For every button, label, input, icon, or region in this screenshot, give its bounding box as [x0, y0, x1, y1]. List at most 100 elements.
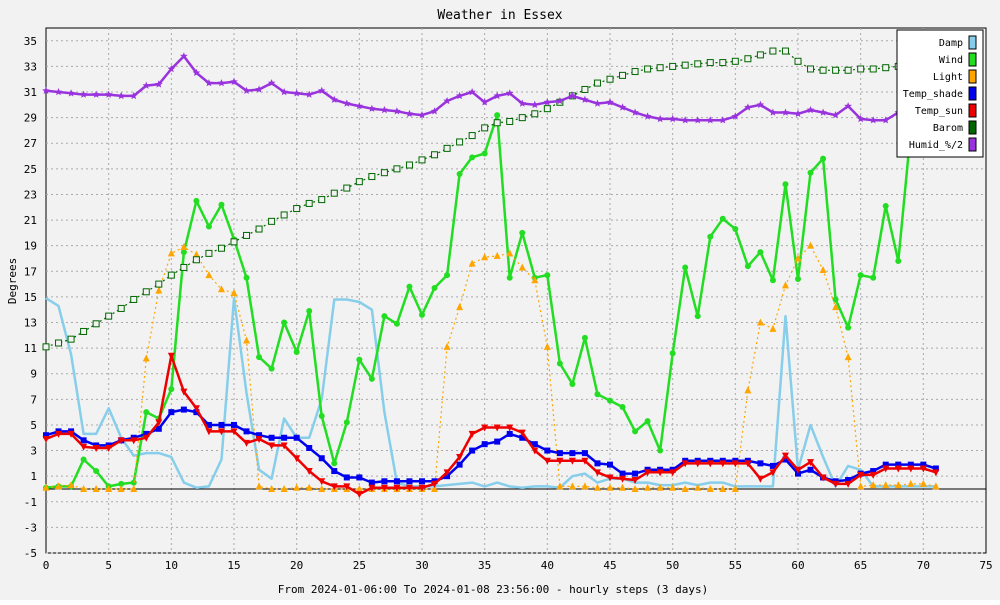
data-point: [217, 428, 225, 436]
data-point: [506, 249, 514, 257]
data-point: [857, 65, 865, 73]
y-tick-label: 29: [24, 112, 37, 125]
data-point: [456, 461, 463, 468]
data-point: [769, 462, 776, 469]
data-point: [456, 453, 464, 461]
data-point: [243, 274, 250, 281]
y-tick-label: 27: [24, 137, 37, 150]
data-point: [368, 104, 376, 112]
legend-label: Humid_%/2: [909, 140, 963, 151]
data-point: [494, 438, 501, 445]
data-point: [393, 484, 401, 492]
data-point: [142, 434, 150, 442]
data-point: [518, 429, 526, 437]
data-point: [518, 99, 527, 107]
data-point: [180, 263, 188, 271]
data-point: [706, 116, 715, 124]
data-point: [493, 119, 501, 127]
data-point: [167, 65, 176, 73]
data-point: [769, 469, 777, 477]
data-point: [180, 242, 188, 250]
data-point: [481, 424, 489, 432]
data-point: [644, 483, 652, 491]
data-point: [619, 483, 627, 491]
data-point: [192, 68, 201, 77]
data-point: [455, 91, 464, 100]
data-point: [782, 181, 789, 188]
data-point: [268, 484, 276, 492]
data-point: [205, 271, 213, 279]
data-point: [795, 275, 801, 282]
data-point: [656, 469, 664, 477]
y-tick-label: 35: [24, 35, 37, 48]
data-point: [669, 469, 677, 477]
data-point: [430, 107, 439, 115]
data-point: [506, 424, 514, 432]
data-point: [92, 484, 100, 492]
data-point: [318, 484, 326, 492]
data-point: [631, 108, 639, 116]
data-point: [657, 447, 664, 454]
y-tick-label: 1: [30, 470, 37, 483]
data-point: [769, 47, 777, 55]
data-point: [55, 430, 63, 438]
data-point: [744, 263, 751, 270]
data-point: [393, 320, 400, 327]
data-point: [217, 285, 225, 293]
x-tick-label: 0: [43, 559, 50, 572]
data-point: [218, 201, 225, 208]
data-point: [819, 108, 827, 116]
data-point: [418, 111, 426, 119]
data-point: [656, 114, 664, 123]
data-point: [769, 108, 777, 116]
data-point: [280, 88, 288, 96]
data-point: [694, 313, 701, 320]
data-point: [581, 95, 589, 103]
data-point: [569, 450, 576, 457]
data-point: [380, 484, 388, 492]
y-tick-label: 21: [24, 214, 37, 227]
x-tick-label: 50: [666, 559, 679, 572]
data-point: [406, 478, 413, 485]
data-point: [155, 419, 163, 427]
data-point: [104, 90, 113, 98]
data-point: [481, 441, 488, 448]
y-tick-label: 19: [24, 240, 37, 253]
data-point: [807, 459, 815, 467]
data-point: [882, 64, 890, 72]
series-wind: [43, 101, 939, 491]
data-point: [556, 360, 563, 367]
data-point: [356, 474, 363, 481]
data-point: [80, 484, 88, 492]
data-point: [531, 100, 539, 109]
data-point: [505, 89, 514, 97]
legend-label: Temp_shade: [903, 89, 963, 100]
data-point: [607, 461, 613, 468]
data-point: [80, 327, 88, 335]
data-point: [105, 445, 113, 452]
data-point: [317, 86, 326, 94]
data-point: [719, 484, 727, 492]
data-point: [80, 437, 87, 444]
data-point: [844, 66, 852, 74]
data-point: [418, 156, 426, 164]
data-point: [757, 249, 764, 256]
data-point: [55, 482, 63, 490]
data-point: [544, 447, 551, 454]
data-point: [42, 343, 50, 351]
data-point: [318, 455, 325, 462]
data-point: [781, 108, 790, 116]
data-point: [794, 57, 802, 65]
data-point: [444, 272, 451, 279]
series-lines: [42, 47, 940, 499]
data-point: [568, 457, 576, 465]
legend-label: Light: [933, 72, 963, 83]
data-point: [80, 456, 87, 463]
data-point: [42, 86, 50, 94]
data-point: [343, 474, 350, 481]
data-point: [469, 154, 476, 161]
data-point: [167, 249, 175, 257]
data-point: [907, 465, 915, 473]
data-point: [443, 144, 451, 152]
data-point: [719, 59, 727, 67]
